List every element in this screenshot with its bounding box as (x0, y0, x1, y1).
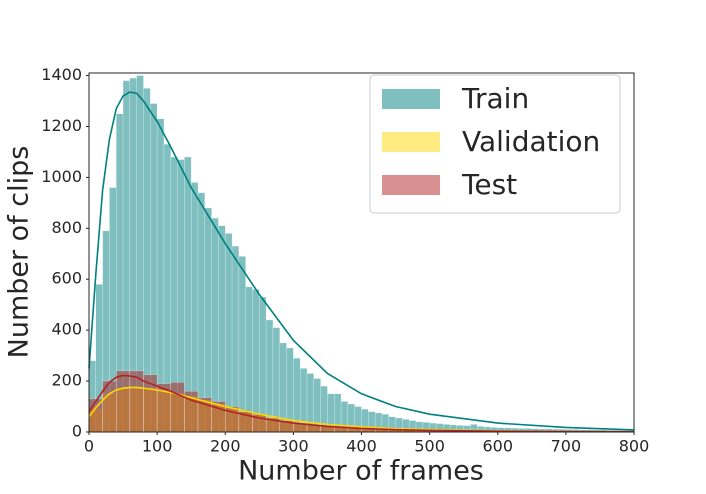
legend-swatch (382, 175, 440, 195)
bar (211, 217, 219, 433)
x-tick-label: 300 (278, 437, 309, 456)
bar (170, 382, 185, 433)
legend-swatch (382, 89, 440, 109)
y-tick-label: 800 (51, 218, 82, 237)
legend-label: Train (461, 82, 529, 115)
y-tick-label: 0 (72, 422, 82, 441)
x-tick-label: 400 (346, 437, 377, 456)
y-tick-label: 1200 (41, 116, 82, 135)
bar (259, 296, 267, 433)
y-axis-label: Number of clips (4, 146, 35, 359)
kde-line (88, 91, 635, 431)
y-tick-label: 1400 (41, 65, 82, 84)
x-tick-label: 500 (414, 437, 445, 456)
bar (252, 289, 260, 433)
bar (231, 245, 240, 433)
legend-label: Validation (462, 125, 600, 158)
x-tick-label: 200 (210, 437, 241, 456)
x-tick-label: 700 (551, 437, 582, 456)
x-tick-label: 800 (619, 437, 650, 456)
y-tick-label: 400 (51, 320, 82, 339)
bar (245, 286, 253, 433)
x-tick-label: 100 (142, 437, 173, 456)
bar (116, 370, 131, 433)
bar (218, 225, 226, 433)
legend-label: Test (461, 168, 517, 201)
y-tick-label: 200 (51, 371, 82, 390)
bar (225, 233, 233, 433)
y-tick-label: 1000 (41, 167, 82, 186)
kde-line (88, 374, 635, 433)
y-tick-label: 600 (51, 269, 82, 288)
x-axis-label: Number of frames (238, 456, 484, 487)
x-tick-label: 600 (482, 437, 513, 456)
legend-swatch (382, 132, 440, 152)
bar (197, 192, 206, 433)
bar (184, 156, 192, 433)
bar (238, 256, 246, 433)
legend: Train Validation Test (369, 74, 621, 214)
x-tick-label: 0 (84, 437, 94, 456)
plot-frame (88, 72, 635, 433)
bar (88, 398, 103, 433)
